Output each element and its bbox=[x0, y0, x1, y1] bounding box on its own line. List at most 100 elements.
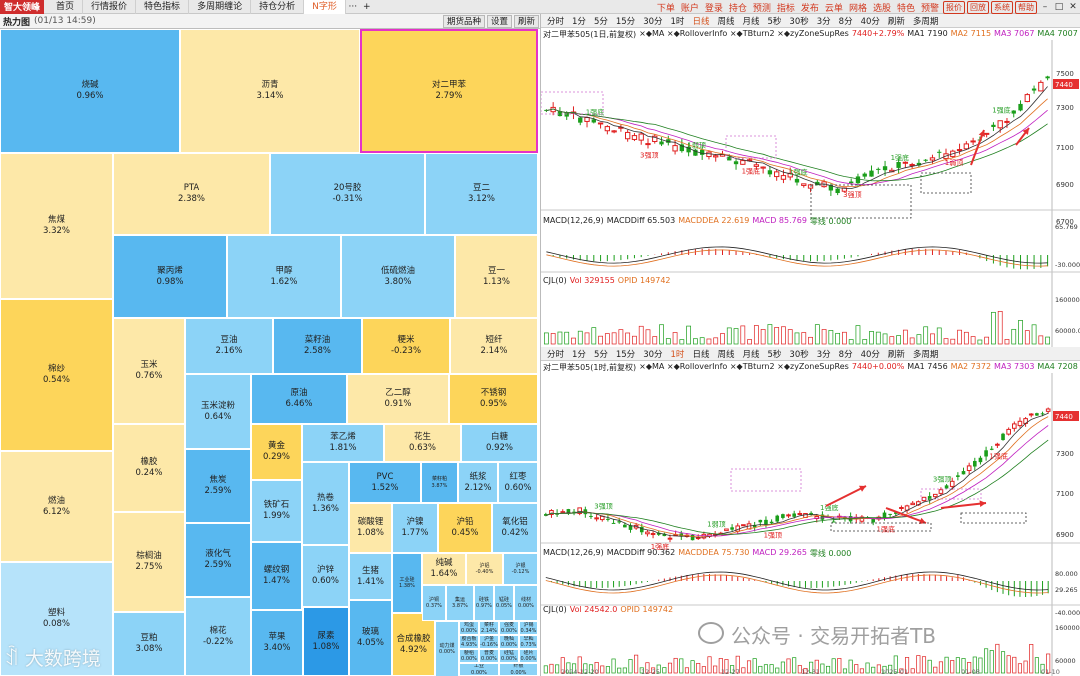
period-button-5[interactable]: 1时 bbox=[670, 16, 685, 27]
toolbar-link-1[interactable]: 账户 bbox=[680, 3, 699, 14]
period-button-14[interactable]: 刷新 bbox=[887, 16, 905, 27]
heatmap-cell[interactable]: 菜籽粕 3.87% bbox=[421, 462, 458, 503]
period-button-12[interactable]: 8分 bbox=[838, 16, 853, 27]
heatmap-cell[interactable]: 塑料 0.08% bbox=[0, 562, 113, 676]
toolbar-link-8[interactable]: 网格 bbox=[848, 3, 867, 14]
heatmap-cell[interactable]: 锰硅 0.05% bbox=[494, 585, 514, 621]
daily-candlestick-chart[interactable]: 7500 7300 7100 6900 6700 7440 65.769 -30.000 160… bbox=[541, 40, 1080, 360]
tab-2[interactable]: 特色指标 bbox=[136, 0, 190, 14]
heatmap-cell[interactable]: 沪锡 0.34% bbox=[519, 621, 538, 635]
heatmap-cell[interactable]: 生猪 1.41% bbox=[349, 553, 392, 600]
toolbar-link-5[interactable]: 指标 bbox=[776, 3, 795, 14]
period-button-5[interactable]: 1时 bbox=[670, 349, 685, 360]
period-button-10[interactable]: 30秒 bbox=[789, 349, 809, 360]
heatmap-cell[interactable]: 沪镍 1.77% bbox=[392, 503, 438, 553]
tab-4[interactable]: 持仓分析 bbox=[251, 0, 305, 14]
toolbar-link-10[interactable]: 特色 bbox=[896, 3, 915, 14]
period-button-15[interactable]: 多周期 bbox=[912, 349, 939, 360]
heatmap-cell[interactable]: 晚籼 0.00% bbox=[499, 635, 519, 649]
period-button-8[interactable]: 月线 bbox=[742, 16, 760, 27]
heatmap-cell[interactable]: 红枣 0.60% bbox=[498, 462, 538, 503]
period-button-14[interactable]: 刷新 bbox=[887, 349, 905, 360]
heatmap-cell[interactable]: 乙二醇 0.91% bbox=[347, 374, 449, 424]
heatmap-cell[interactable]: 豆粕 3.08% bbox=[113, 612, 185, 676]
toolbar-button-0[interactable]: 报价 bbox=[943, 0, 965, 14]
period-button-3[interactable]: 15分 bbox=[615, 349, 636, 360]
period-button-2[interactable]: 5分 bbox=[593, 349, 608, 360]
heatmap-cell[interactable]: 沪铅 0.45% bbox=[438, 503, 492, 553]
toolbar-button-1[interactable]: 回放 bbox=[967, 0, 989, 14]
heatmap-cell[interactable]: 棉花 -0.22% bbox=[185, 597, 251, 676]
minimize-icon[interactable]: – bbox=[1042, 2, 1048, 12]
toolbar-link-7[interactable]: 云单 bbox=[824, 3, 843, 14]
heatmap-cell[interactable]: 线材 0.00% bbox=[514, 585, 538, 621]
period-button-1[interactable]: 1分 bbox=[572, 349, 586, 360]
period-button-13[interactable]: 40分 bbox=[860, 349, 880, 360]
heatmap-cell[interactable]: 花生 0.63% bbox=[384, 424, 461, 462]
period-button-9[interactable]: 5秒 bbox=[767, 349, 782, 360]
period-button-4[interactable]: 30分 bbox=[643, 349, 663, 360]
heatmap-cell[interactable]: 橡胶 0.24% bbox=[113, 424, 185, 512]
toolbar-link-9[interactable]: 选股 bbox=[872, 3, 891, 14]
heatmap-cell[interactable]: 尿素 1.08% bbox=[303, 607, 349, 676]
heatmap-cell[interactable]: 早籼 0.73% bbox=[519, 635, 538, 649]
refresh-button[interactable]: 刷新 bbox=[514, 15, 540, 28]
heatmap-cell[interactable]: 纯碱 1.64% bbox=[422, 553, 466, 585]
heatmap-cell[interactable]: PVC 1.52% bbox=[349, 462, 421, 503]
add-tab-icon[interactable]: + bbox=[363, 1, 371, 12]
heatmap-cell[interactable]: 动力煤 0.00% bbox=[435, 621, 459, 676]
heatmap-cell[interactable]: 沪铜 0.37% bbox=[422, 585, 446, 621]
heatmap-cell[interactable]: 合成橡胶 4.92% bbox=[392, 613, 435, 676]
toolbar-link-3[interactable]: 持仓 bbox=[728, 3, 747, 14]
tab-5[interactable]: N字形 bbox=[304, 0, 346, 14]
heatmap-cell[interactable]: 不锈钢 0.95% bbox=[449, 374, 538, 424]
heatmap-cell[interactable]: 玉米淀粉 0.64% bbox=[185, 374, 251, 449]
period-button-12[interactable]: 8分 bbox=[838, 349, 853, 360]
period-button-6[interactable]: 日线 bbox=[692, 16, 710, 27]
toolbar-link-2[interactable]: 登录 bbox=[704, 3, 723, 14]
tab-1[interactable]: 行情报价 bbox=[83, 0, 137, 14]
heatmap-cell[interactable]: 工业硅 1.38% bbox=[392, 553, 422, 613]
heatmap-cell[interactable]: 热卷 1.36% bbox=[302, 462, 349, 545]
heatmap-cell[interactable]: 低硫燃油 3.80% bbox=[341, 235, 455, 318]
hourly-candlestick-chart[interactable]: 7500730071006900744080.00029.265-40.0001… bbox=[541, 373, 1080, 676]
settings-button[interactable]: 设置 bbox=[487, 15, 513, 28]
heatmap-cell[interactable]: 沪锌 0.60% bbox=[302, 545, 349, 607]
heatmap-cell[interactable]: 燃油 6.12% bbox=[0, 451, 113, 562]
toolbar-button-3[interactable]: 帮助 bbox=[1015, 0, 1037, 14]
period-button-9[interactable]: 5秒 bbox=[767, 16, 782, 27]
period-button-4[interactable]: 30分 bbox=[643, 16, 663, 27]
toolbar-button-2[interactable]: 系统 bbox=[991, 0, 1013, 14]
heatmap-cell[interactable]: 焦炭 2.59% bbox=[185, 449, 251, 523]
heatmap-cell[interactable]: 螺纹钢 1.47% bbox=[251, 542, 302, 610]
toolbar-link-11[interactable]: 预警 bbox=[920, 3, 939, 14]
heatmap-cell[interactable]: 纸浆 2.12% bbox=[458, 462, 498, 503]
heatmap-cell[interactable]: 玉米 0.76% bbox=[113, 318, 185, 424]
heatmap-cell[interactable]: 沪铝 -0.40% bbox=[466, 553, 503, 585]
heatmap-cell[interactable]: 对二甲苯 2.79% bbox=[360, 29, 538, 153]
tab-0[interactable]: 首页 bbox=[48, 0, 84, 14]
heatmap-cell[interactable]: 黄金 0.29% bbox=[251, 424, 302, 480]
period-button-15[interactable]: 多周期 bbox=[912, 16, 939, 27]
heatmap-cell[interactable]: 豆二 3.12% bbox=[425, 153, 538, 235]
period-button-1[interactable]: 1分 bbox=[572, 16, 586, 27]
heatmap-cell[interactable]: 原油 6.46% bbox=[251, 374, 347, 424]
heatmap-cell[interactable]: 白糖 0.92% bbox=[461, 424, 538, 462]
period-button-6[interactable]: 日线 bbox=[692, 349, 710, 360]
period-button-2[interactable]: 5分 bbox=[593, 16, 608, 27]
heatmap-cell[interactable]: 粳稻 0.00% bbox=[459, 649, 479, 663]
heatmap-cell[interactable]: 菜籽油 2.58% bbox=[273, 318, 362, 374]
period-button-11[interactable]: 3分 bbox=[816, 349, 831, 360]
period-button-10[interactable]: 30秒 bbox=[789, 16, 809, 27]
heatmap-cell[interactable]: 普麦 0.00% bbox=[479, 649, 499, 663]
heatmap-cell[interactable]: 20号胶 -0.31% bbox=[270, 153, 425, 235]
heatmap-cell[interactable]: 粳米 -0.23% bbox=[362, 318, 450, 374]
heatmap-cell[interactable]: 胶合板 4.93% bbox=[459, 635, 479, 649]
heatmap-cell[interactable]: 集运 3.87% bbox=[446, 585, 474, 621]
heatmap-cell[interactable]: 豆油 2.16% bbox=[185, 318, 273, 374]
heatmap-cell[interactable]: 棕榈油 2.75% bbox=[113, 512, 185, 612]
heatmap-cell[interactable]: 甲醇 1.62% bbox=[227, 235, 341, 318]
toolbar-link-6[interactable]: 发布 bbox=[800, 3, 819, 14]
futures-type-button[interactable]: 期货品种 bbox=[443, 15, 486, 28]
heatmap-cell[interactable]: 菜籽 2.14% bbox=[479, 621, 499, 635]
